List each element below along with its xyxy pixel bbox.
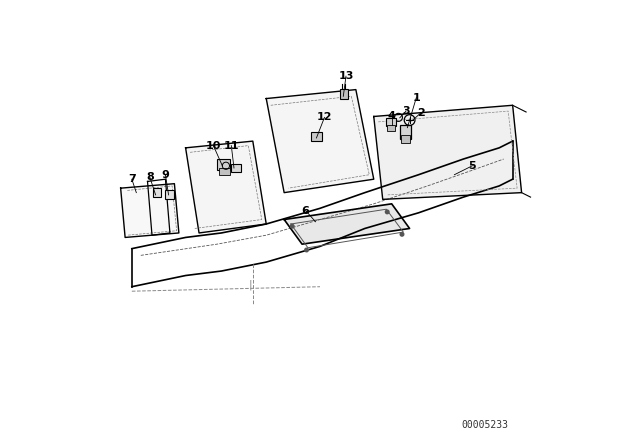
Bar (311, 132, 323, 141)
Text: 9: 9 (161, 170, 170, 180)
Text: 4: 4 (388, 112, 396, 121)
Bar (401, 135, 410, 143)
Circle shape (400, 233, 404, 236)
Text: 11: 11 (223, 141, 239, 151)
Bar (153, 188, 161, 197)
Circle shape (385, 210, 389, 214)
Text: 13: 13 (339, 71, 354, 81)
Text: 6: 6 (301, 206, 310, 215)
Polygon shape (374, 105, 522, 199)
Text: 8: 8 (146, 172, 154, 182)
Text: |: | (249, 279, 252, 290)
Circle shape (291, 224, 294, 228)
Bar (340, 89, 348, 99)
Bar (387, 125, 396, 131)
Text: 2: 2 (417, 108, 425, 118)
Polygon shape (284, 204, 410, 244)
Bar (231, 164, 241, 172)
Bar (220, 168, 230, 175)
Bar (387, 118, 396, 126)
Polygon shape (266, 90, 374, 193)
Text: 12: 12 (317, 112, 332, 122)
Text: 5: 5 (468, 161, 476, 171)
Bar (217, 159, 230, 170)
Bar (165, 190, 173, 199)
Text: 00005233: 00005233 (461, 420, 508, 430)
Polygon shape (186, 141, 266, 233)
Text: 3: 3 (402, 106, 410, 116)
Bar (400, 125, 411, 139)
Text: 1: 1 (412, 93, 420, 103)
Polygon shape (121, 184, 179, 237)
Circle shape (305, 248, 308, 252)
Text: 7: 7 (128, 174, 136, 184)
Text: 10: 10 (205, 141, 221, 151)
